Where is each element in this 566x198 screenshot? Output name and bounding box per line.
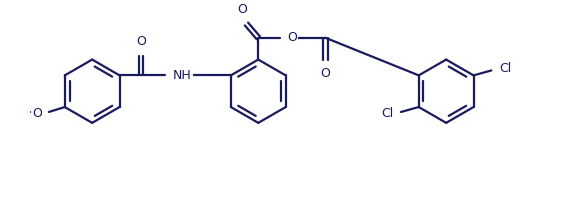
Text: O: O xyxy=(136,35,146,48)
Text: Cl: Cl xyxy=(499,62,512,75)
Text: Cl: Cl xyxy=(381,108,393,120)
Text: O: O xyxy=(32,108,42,120)
Text: O: O xyxy=(238,3,247,16)
Text: NH: NH xyxy=(173,69,192,82)
Text: O: O xyxy=(320,68,331,80)
Text: O: O xyxy=(287,31,297,44)
